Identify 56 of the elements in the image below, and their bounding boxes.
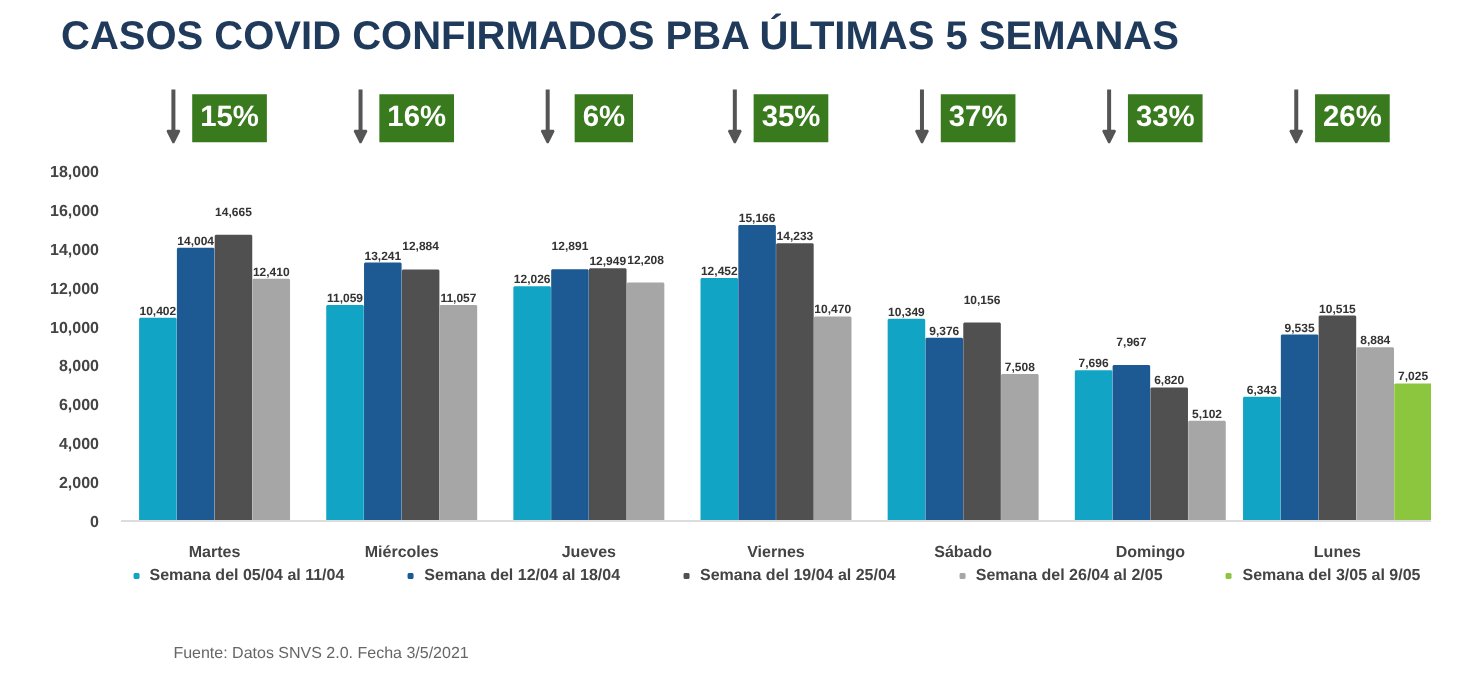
x-tick-label: Martes bbox=[188, 543, 242, 561]
bar bbox=[252, 278, 291, 521]
x-tick-label: Viernes bbox=[747, 543, 806, 561]
y-tick-label: 4,000 bbox=[58, 435, 101, 454]
bar bbox=[176, 247, 215, 521]
y-tick-label: 6,000 bbox=[58, 396, 101, 415]
bar bbox=[401, 269, 440, 521]
bar bbox=[551, 269, 589, 521]
x-tick-label: Miércoles bbox=[364, 543, 440, 561]
bar bbox=[626, 282, 665, 521]
legend-label: Semana del 12/04 al 18/04 bbox=[424, 566, 621, 584]
bar bbox=[1188, 420, 1226, 521]
bar bbox=[738, 225, 776, 521]
y-tick-label: 10,000 bbox=[50, 318, 101, 337]
bar bbox=[1150, 387, 1188, 521]
y-tick-label: 12,000 bbox=[50, 279, 101, 298]
bar bbox=[1001, 374, 1039, 521]
chart-title: CASOS COVID CONFIRMADOS PBA ÚLTIMAS 5 SEMANAS bbox=[61, 13, 1179, 59]
bar bbox=[1112, 365, 1151, 521]
bar bbox=[513, 286, 551, 521]
bar bbox=[139, 317, 177, 521]
x-tick-label: Sábado bbox=[934, 543, 993, 561]
x-tick-label: Jueves bbox=[561, 543, 618, 561]
bar bbox=[1074, 370, 1113, 521]
text: 15% bbox=[200, 102, 259, 135]
y-tick-label: 16,000 bbox=[50, 201, 101, 220]
x-tick-label: Domingo bbox=[1115, 543, 1186, 561]
text: 37% bbox=[948, 102, 1008, 135]
text: 26% bbox=[1323, 102, 1382, 135]
bar bbox=[776, 243, 814, 521]
text: 35% bbox=[761, 102, 821, 135]
y-tick-label: 14,000 bbox=[50, 240, 101, 259]
bar bbox=[214, 234, 253, 521]
bar bbox=[963, 322, 1001, 521]
source-note: Fuente: Datos SNVS 2.0. Fecha 3/5/2021 bbox=[173, 644, 470, 662]
legend-label: Semana del 19/04 al 25/04 bbox=[700, 566, 896, 584]
legend-label: Semana del 05/04 al 11/04 bbox=[149, 566, 345, 584]
y-tick-label: 18,000 bbox=[50, 163, 101, 181]
bar bbox=[439, 305, 478, 521]
bar bbox=[700, 277, 739, 521]
bar bbox=[925, 337, 964, 521]
y-tick-label: 0 bbox=[90, 513, 101, 531]
x-tick-label: Lunes bbox=[1313, 543, 1363, 561]
text: 33% bbox=[1135, 102, 1195, 135]
legend-label: Semana del 3/05 al 9/05 bbox=[1242, 566, 1421, 584]
bar bbox=[588, 268, 627, 521]
bar bbox=[1394, 383, 1431, 521]
y-tick-label: 8,000 bbox=[58, 357, 101, 376]
legend-label: Semana del 26/04 al 2/05 bbox=[975, 566, 1163, 584]
bar bbox=[813, 316, 852, 521]
bar bbox=[887, 318, 926, 521]
text: 6% bbox=[582, 102, 626, 135]
y-tick-label: 2,000 bbox=[58, 474, 101, 493]
text: 16% bbox=[387, 102, 447, 135]
bar bbox=[326, 304, 364, 521]
bar bbox=[364, 262, 402, 521]
